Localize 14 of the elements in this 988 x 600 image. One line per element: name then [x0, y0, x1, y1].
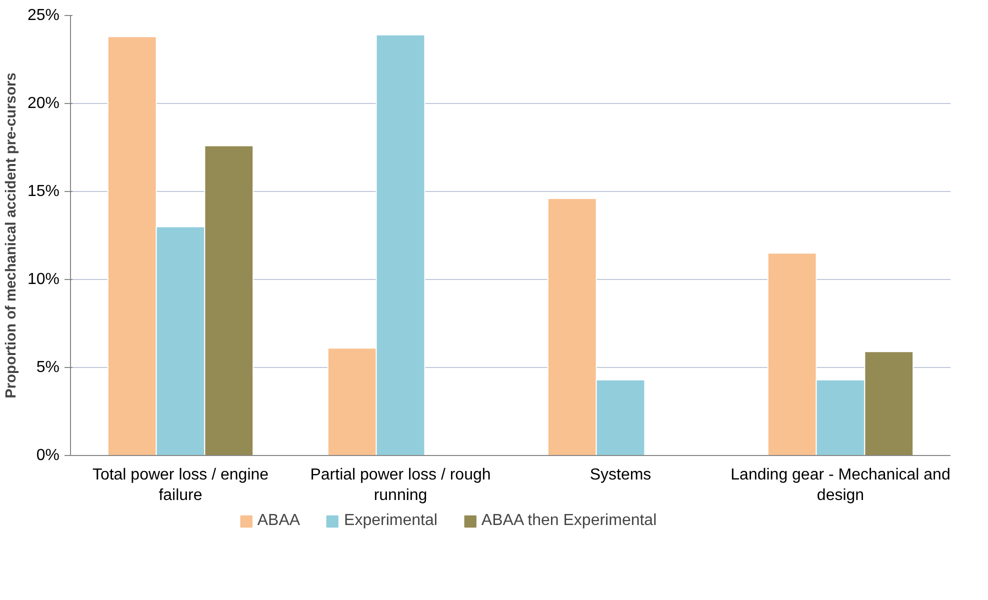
y-tick-label: 15% — [27, 183, 60, 200]
legend-label: ABAA then Experimental — [481, 512, 657, 530]
x-tick-label: Systems — [590, 466, 652, 484]
y-tick-label: 20% — [27, 95, 60, 112]
x-tick-label: Total power loss / engine failure — [92, 466, 269, 504]
legend-label: Experimental — [344, 512, 438, 530]
x-tick-label: Partial power loss / rough running — [310, 466, 491, 504]
y-tick-label: 25% — [27, 7, 60, 24]
y-tick-label: 10% — [27, 271, 60, 288]
legend-label: ABAA — [257, 512, 300, 530]
y-tick-label: 5% — [36, 359, 60, 376]
y-tick-label: 0% — [36, 447, 60, 464]
y-axis-title: Proportion of mechanical accident pre-cursors — [3, 72, 20, 398]
x-tick-label: Landing gear - Mechanical and design — [730, 466, 950, 504]
